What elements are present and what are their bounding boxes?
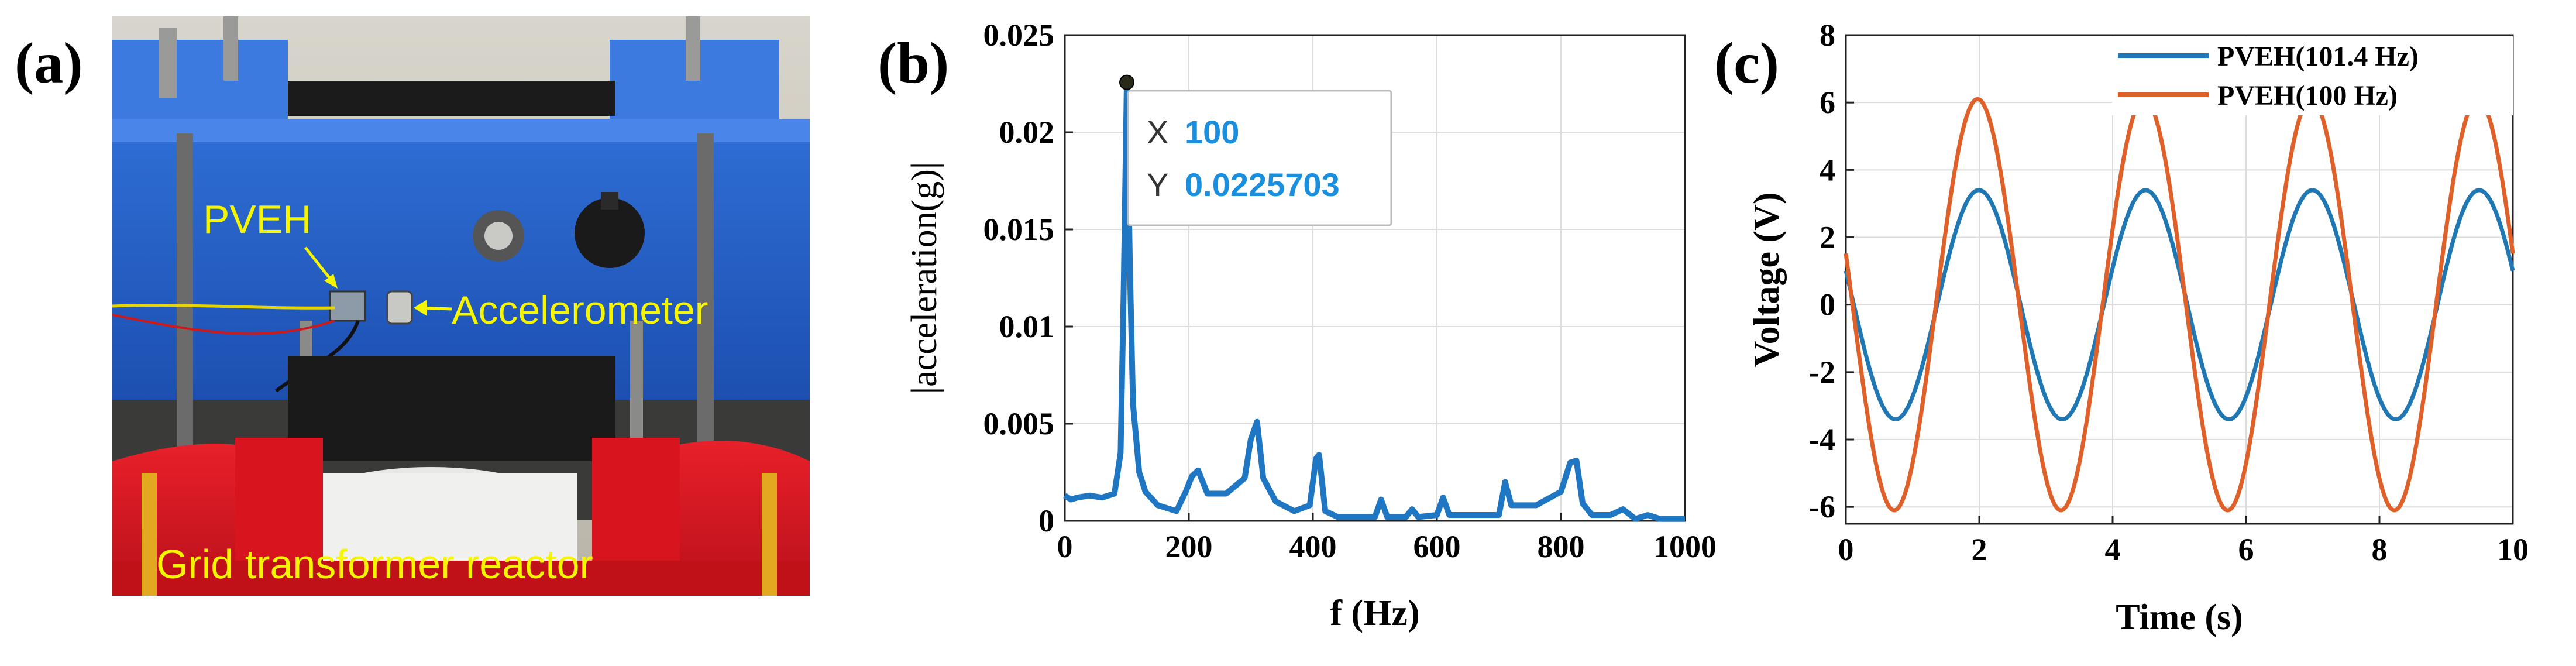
y-tick-label: 0.01 (999, 309, 1055, 344)
y-tick-label: 4 (1820, 152, 1835, 187)
axis-ticks-c: 0 2 4 6 8 10 -6 -4 -2 0 2 4 6 8 (1809, 18, 2529, 567)
accelerometer-device (386, 290, 413, 325)
bolt (686, 16, 700, 81)
pveh-device (329, 290, 366, 322)
label-reactor: Grid transformer reactor (156, 541, 593, 587)
x-tick-label: 2 (1972, 532, 1987, 567)
y-tick-label: -4 (1809, 422, 1835, 457)
red-base (112, 561, 810, 596)
knob (575, 198, 645, 268)
panel-label-c: (c) (1714, 30, 1779, 95)
y-tick-label: -6 (1809, 489, 1835, 524)
datatip-x-label: X (1147, 114, 1168, 150)
wire-yellow (112, 304, 335, 310)
xlabel-b: f (Hz) (1330, 593, 1419, 633)
knob-handle (601, 192, 618, 210)
y-tick-label: 0.02 (999, 115, 1055, 150)
plot-frame-b (1064, 34, 1686, 522)
x-tick-label: 600 (1413, 529, 1461, 564)
legend-label-pveh-101-4: PVEH(101.4 Hz) (2217, 41, 2419, 72)
xlabel-c: Time (s) (2116, 598, 2243, 637)
y-tick-label: 0 (1038, 503, 1054, 538)
blue-beam (112, 119, 810, 400)
series-line-pveh-101-4 (1844, 188, 2515, 422)
x-tick-label: 400 (1289, 529, 1337, 564)
reactor-core (288, 356, 615, 461)
experiment-photo: PVEH Accelerometer Grid transformer reac… (112, 16, 810, 596)
datatip-y-label: Y (1147, 166, 1168, 203)
y-tick-label: 0 (1820, 287, 1835, 322)
wire-red (112, 314, 335, 335)
bolt (159, 28, 177, 98)
x-tick-label: 800 (1538, 529, 1585, 564)
y-tick-label: 6 (1820, 85, 1835, 120)
blue-beam-edge (112, 119, 810, 142)
x-tick-label: 8 (2372, 532, 2388, 567)
yellow-pipe (142, 473, 157, 596)
y-tick-label: -2 (1809, 355, 1835, 390)
series-line-acceleration (1063, 81, 1685, 522)
top-plate-left (112, 40, 288, 128)
datatip-y-value: 0.0225703 (1185, 166, 1340, 203)
series-line-pveh-100 (1844, 97, 2515, 513)
y-tick-label: 2 (1820, 220, 1835, 255)
x-tick-label: 6 (2238, 532, 2254, 567)
legend-label-pveh-100: PVEH(100 Hz) (2217, 80, 2398, 111)
y-tick-label: 0.005 (983, 406, 1055, 441)
axis-ticks-b: 0 200 400 600 800 1000 0 0.005 0.01 0.015 0.02 0.02… (983, 18, 1717, 564)
panel-label-a: (a) (15, 30, 83, 95)
x-tick-label: 0 (1057, 529, 1073, 564)
knob-inner (484, 222, 513, 250)
y-tick-label: 0.015 (983, 212, 1055, 247)
ylabel-b: |acceleration(g)| (904, 162, 944, 394)
x-tick-label: 200 (1165, 529, 1213, 564)
x-tick-label: 4 (2105, 532, 2121, 567)
arrow-accelerometer-head (414, 300, 427, 316)
x-tick-label: 0 (1838, 532, 1854, 567)
y-tick-label: 8 (1820, 18, 1835, 53)
top-belt (288, 81, 615, 116)
reactor-coil-body (285, 473, 577, 561)
legend-c: PVEH(101.4 Hz) PVEH(100 Hz) (2112, 36, 2513, 115)
x-tick-label: 10 (2497, 532, 2529, 567)
datatip-box: X 100 Y 0.0225703 (1127, 90, 1392, 226)
bolt (223, 16, 238, 81)
label-pveh: PVEH (203, 197, 311, 242)
datatip-x-value: 100 (1185, 114, 1239, 150)
arrow-pveh-head (324, 274, 338, 289)
yellow-pipe (762, 473, 777, 596)
ylabel-c: Voltage (V) (1747, 192, 1787, 367)
y-tick-label: 0.025 (983, 18, 1055, 53)
label-accelerometer: Accelerometer (452, 288, 708, 332)
x-tick-label: 1000 (1653, 529, 1717, 564)
datatip-marker (1119, 74, 1134, 90)
panel-label-b: (b) (878, 30, 950, 95)
